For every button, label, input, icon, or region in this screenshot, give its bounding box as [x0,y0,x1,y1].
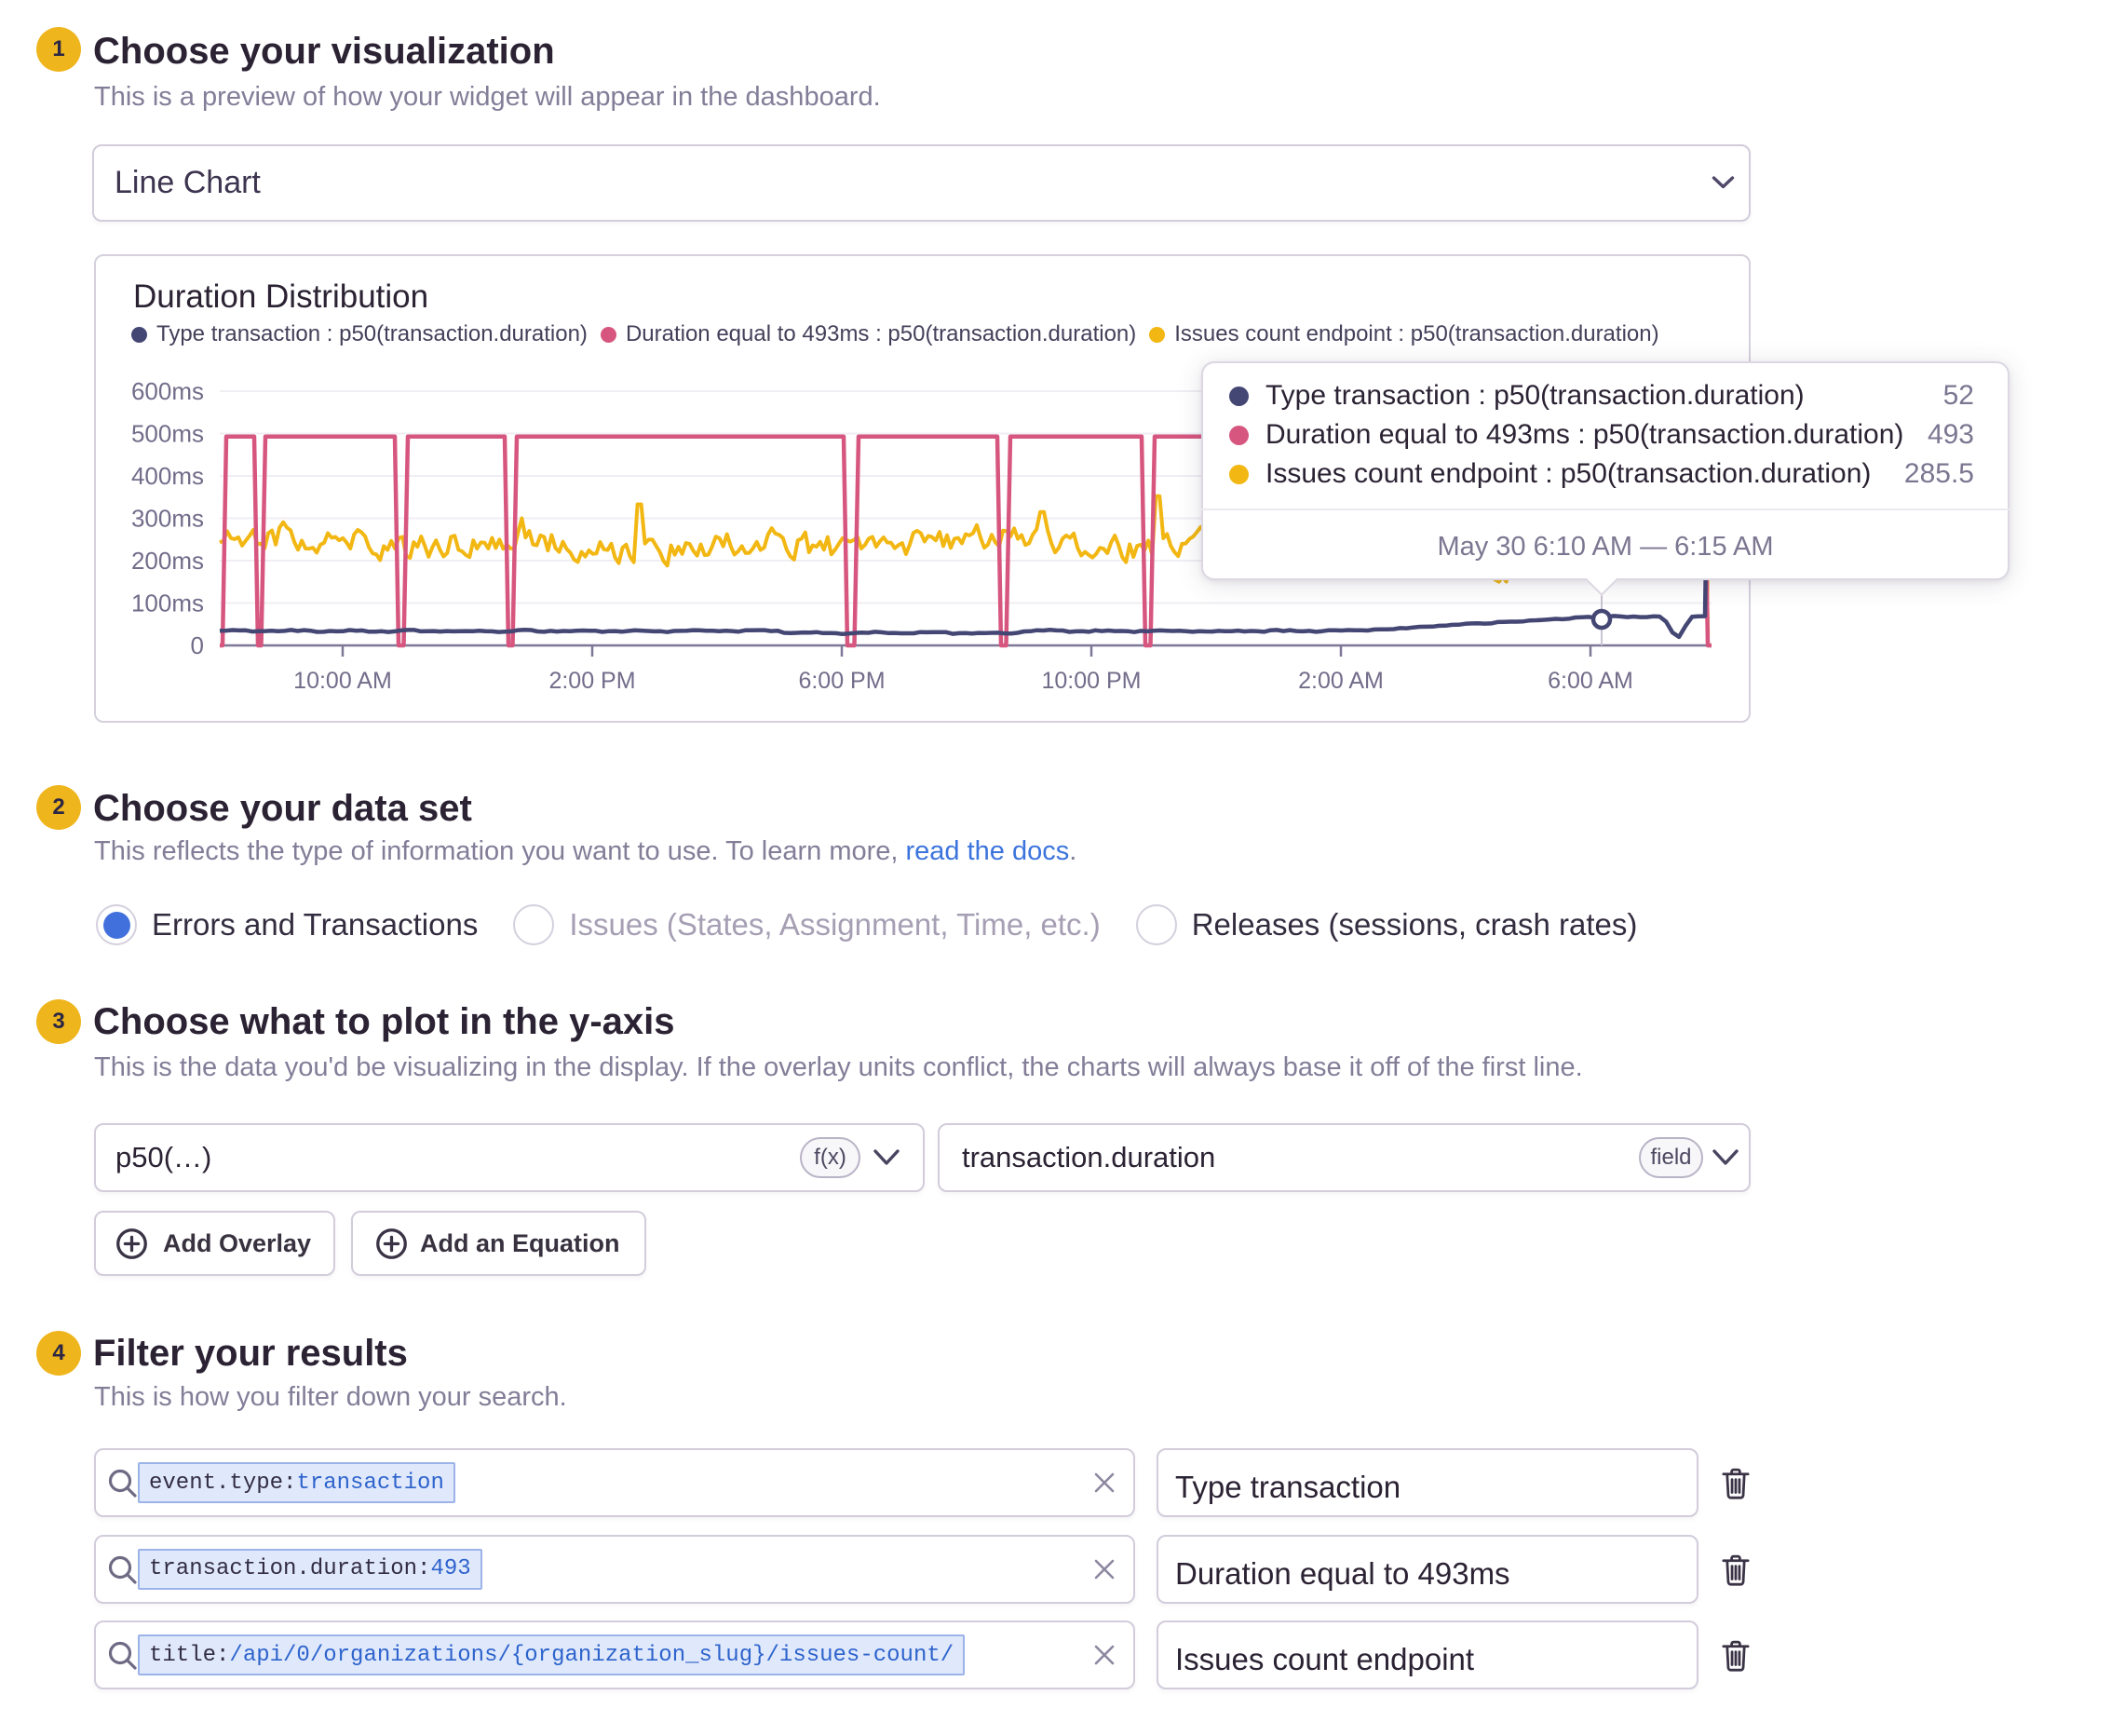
svg-text:6:00 AM: 6:00 AM [1548,668,1633,694]
svg-text:10:00 AM: 10:00 AM [293,668,392,694]
svg-text:200ms: 200ms [131,547,204,575]
svg-text:2:00 AM: 2:00 AM [1298,668,1384,694]
svg-text:6:00 PM: 6:00 PM [798,668,885,694]
svg-text:500ms: 500ms [131,420,204,448]
svg-text:0: 0 [191,631,204,659]
svg-text:400ms: 400ms [131,462,204,490]
svg-text:600ms: 600ms [131,377,204,405]
svg-text:10:00 PM: 10:00 PM [1041,668,1141,694]
svg-text:300ms: 300ms [131,505,204,533]
svg-text:2:00 PM: 2:00 PM [548,668,635,694]
svg-text:100ms: 100ms [131,590,204,617]
